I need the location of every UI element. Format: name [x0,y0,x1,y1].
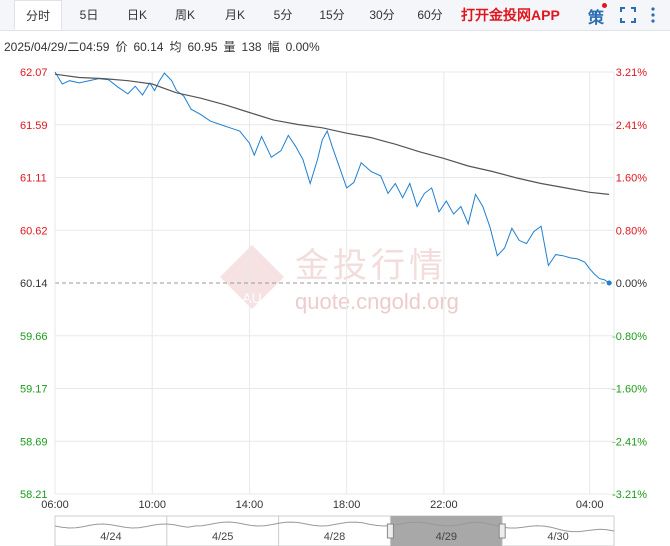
x-tick-label: 10:00 [138,499,166,511]
info-avg-label: 均 [169,40,182,54]
x-tick-label: 22:00 [430,499,458,511]
watermark-text: 金投行情 [295,247,447,285]
x-tick-label: 18:00 [333,499,361,511]
tab-60min[interactable]: 60分 [417,8,443,22]
y-tick-left: 59.17 [20,384,48,396]
navigator-sparkline [54,521,615,533]
tab-15min[interactable]: 15分 [319,8,345,22]
y-tick-left: 61.11 [20,173,47,185]
navigator-date-label: 4/24 [100,531,121,543]
info-price: 60.14 [133,40,164,54]
info-datetime: 2025/04/29/二04:59 [4,40,110,54]
navigator-date-label: 4/30 [547,531,568,543]
y-tick-right: 2.41% [616,120,647,132]
y-tick-right: -2.41% [612,436,647,448]
notification-dot-icon [602,3,607,8]
y-tick-right: 1.60% [616,173,647,185]
x-tick-label: 04:00 [576,499,604,511]
x-tick-label: 14:00 [236,499,264,511]
info-change-label: 幅 [267,40,280,54]
info-change: 0.00% [285,40,320,54]
navigator-date-label: 4/25 [212,531,233,543]
average-line [54,73,610,195]
y-tick-left: 58.21 [20,489,48,501]
y-tick-right: -3.21% [612,489,647,501]
current-price-dot [606,280,612,286]
tab-monthly-k[interactable]: 月K [224,8,245,22]
watermark-logo-icon [220,245,284,309]
y-tick-left: 59.66 [20,331,48,343]
tab-intraday[interactable]: 分时 [14,0,62,30]
y-tick-right: 3.21% [616,67,647,79]
y-tick-right: -0.80% [612,331,647,343]
navigator-date-label: 4/28 [324,531,345,543]
quote-info-bar: 2025/04/29/二04:59 价 60.14 均 60.95 量 138 幅 0.00% [4,38,326,55]
y-tick-right: 0.80% [616,225,647,237]
y-tick-right: 0.00% [616,278,647,290]
tab-daily-k[interactable]: 日K [126,8,147,22]
navigator-date-label: 4/29 [436,531,457,543]
navigator-right-handle [498,523,506,539]
info-vol: 138 [241,40,262,54]
info-avg: 60.95 [187,40,218,54]
tab-30min[interactable]: 30分 [369,8,395,22]
fullscreen-icon[interactable] [620,7,636,23]
x-tick-label: 06:00 [41,499,69,511]
policy-button[interactable]: 策 [588,10,605,27]
y-tick-right: -1.60% [612,384,647,396]
watermark-badge: AU [242,290,261,306]
info-price-label: 价 [115,40,128,54]
y-tick-left: 58.69 [20,436,48,448]
navigator-selection [390,516,503,546]
tab-5day[interactable]: 5日 [79,8,99,22]
y-tick-left: 62.07 [20,67,48,79]
navigator-left-handle [386,523,394,539]
y-tick-left: 61.59 [20,120,48,132]
y-tick-left: 60.62 [20,225,48,237]
intraday-chart[interactable]: 金投行情 quote.cngold.org AU 62.07 3.21% 61.59 2.4… [0,60,670,546]
info-vol-label: 量 [223,40,236,54]
open-app-link[interactable]: 打开金投网APP [461,7,560,23]
period-tabbar: 分时 5日 日K 周K 月K 5分 15分 30分 60分 打开金投网APP 策 [0,0,670,31]
more-options-icon[interactable] [650,6,656,24]
tab-weekly-k[interactable]: 周K [174,8,195,22]
y-tick-left: 60.14 [20,278,48,290]
watermark-url: quote.cngold.org [295,289,459,314]
tab-5min[interactable]: 5分 [273,8,293,22]
